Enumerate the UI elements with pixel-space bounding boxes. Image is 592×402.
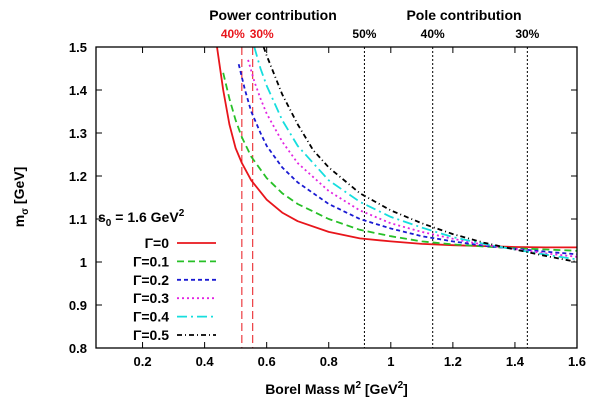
vline-percent-label: 30% [515,27,539,41]
x-tick-label: 1.6 [568,354,586,369]
y-tick-label: 0.8 [69,341,87,356]
legend-label: Γ=0.5 [133,327,169,343]
series-line [253,46,578,261]
series-line [247,59,578,258]
y-axis-title: mσ [GeV] [11,167,31,228]
y-tick-label: 1.3 [69,126,87,141]
legend-label: Γ=0.4 [133,309,169,325]
y-tick-label: 0.9 [69,298,87,313]
curves-layer [216,46,578,263]
vline-percent-label: 30% [250,27,274,41]
series-line [262,46,578,263]
legend-title-part: 2 [179,208,185,219]
x-tick-label: 0.6 [258,354,276,369]
x-tick-label: 1.2 [444,354,462,369]
legend-title-part: = 1.6 GeV [111,209,179,225]
series-line [222,72,578,252]
vline-percent-label: 40% [421,27,445,41]
legend-label: Γ=0 [145,235,170,251]
legend: s0 = 1.6 GeV2 Γ=0 Γ=0.1 Γ=0.2 Γ=0.3 Γ=0.4 Γ=0.… [98,208,216,343]
power-contribution-label: Power contribution [209,7,337,23]
x-tick-label: 0.4 [196,354,215,369]
legend-title-part: 0 [106,218,112,229]
legend-label: Γ=0.1 [133,253,169,269]
series-line [237,63,578,256]
legend-label: Γ=0.2 [133,272,169,288]
x-tick-label: 0.2 [134,354,152,369]
legend-title-part: s [98,209,106,225]
vline-percent-label: 50% [352,27,376,41]
legend-label: Γ=0.3 [133,290,169,306]
y-tick-label: 1.4 [69,83,88,98]
x-tick-label: 0.8 [320,354,338,369]
y-tick-label: 1.5 [69,40,87,55]
x-tick-label: 1 [387,354,394,369]
y-tick-label: 1.2 [69,169,87,184]
x-axis-title: Borel Mass M2 [GeV2] [265,380,408,397]
x-tick-label: 1.4 [506,354,525,369]
vertical-markers [241,47,528,348]
plot-frame [95,46,578,349]
series-line [216,46,577,249]
vline-percent-label: 40% [221,27,245,41]
y-tick-label: 1 [80,255,87,270]
legend-title: s0 = 1.6 GeV2 [98,208,185,229]
pole-contribution-label: Pole contribution [406,7,521,23]
axis-ticks: 0.2 0.4 0.6 0.8 1 1.2 1.4 1.6 0.8 0.9 1 1.1 1.2 1.3 1.… [69,40,586,369]
y-tick-label: 1.1 [69,212,87,227]
top-labels: 40% 30% 50% 40% 30% Power contribution Pole co… [209,7,539,41]
